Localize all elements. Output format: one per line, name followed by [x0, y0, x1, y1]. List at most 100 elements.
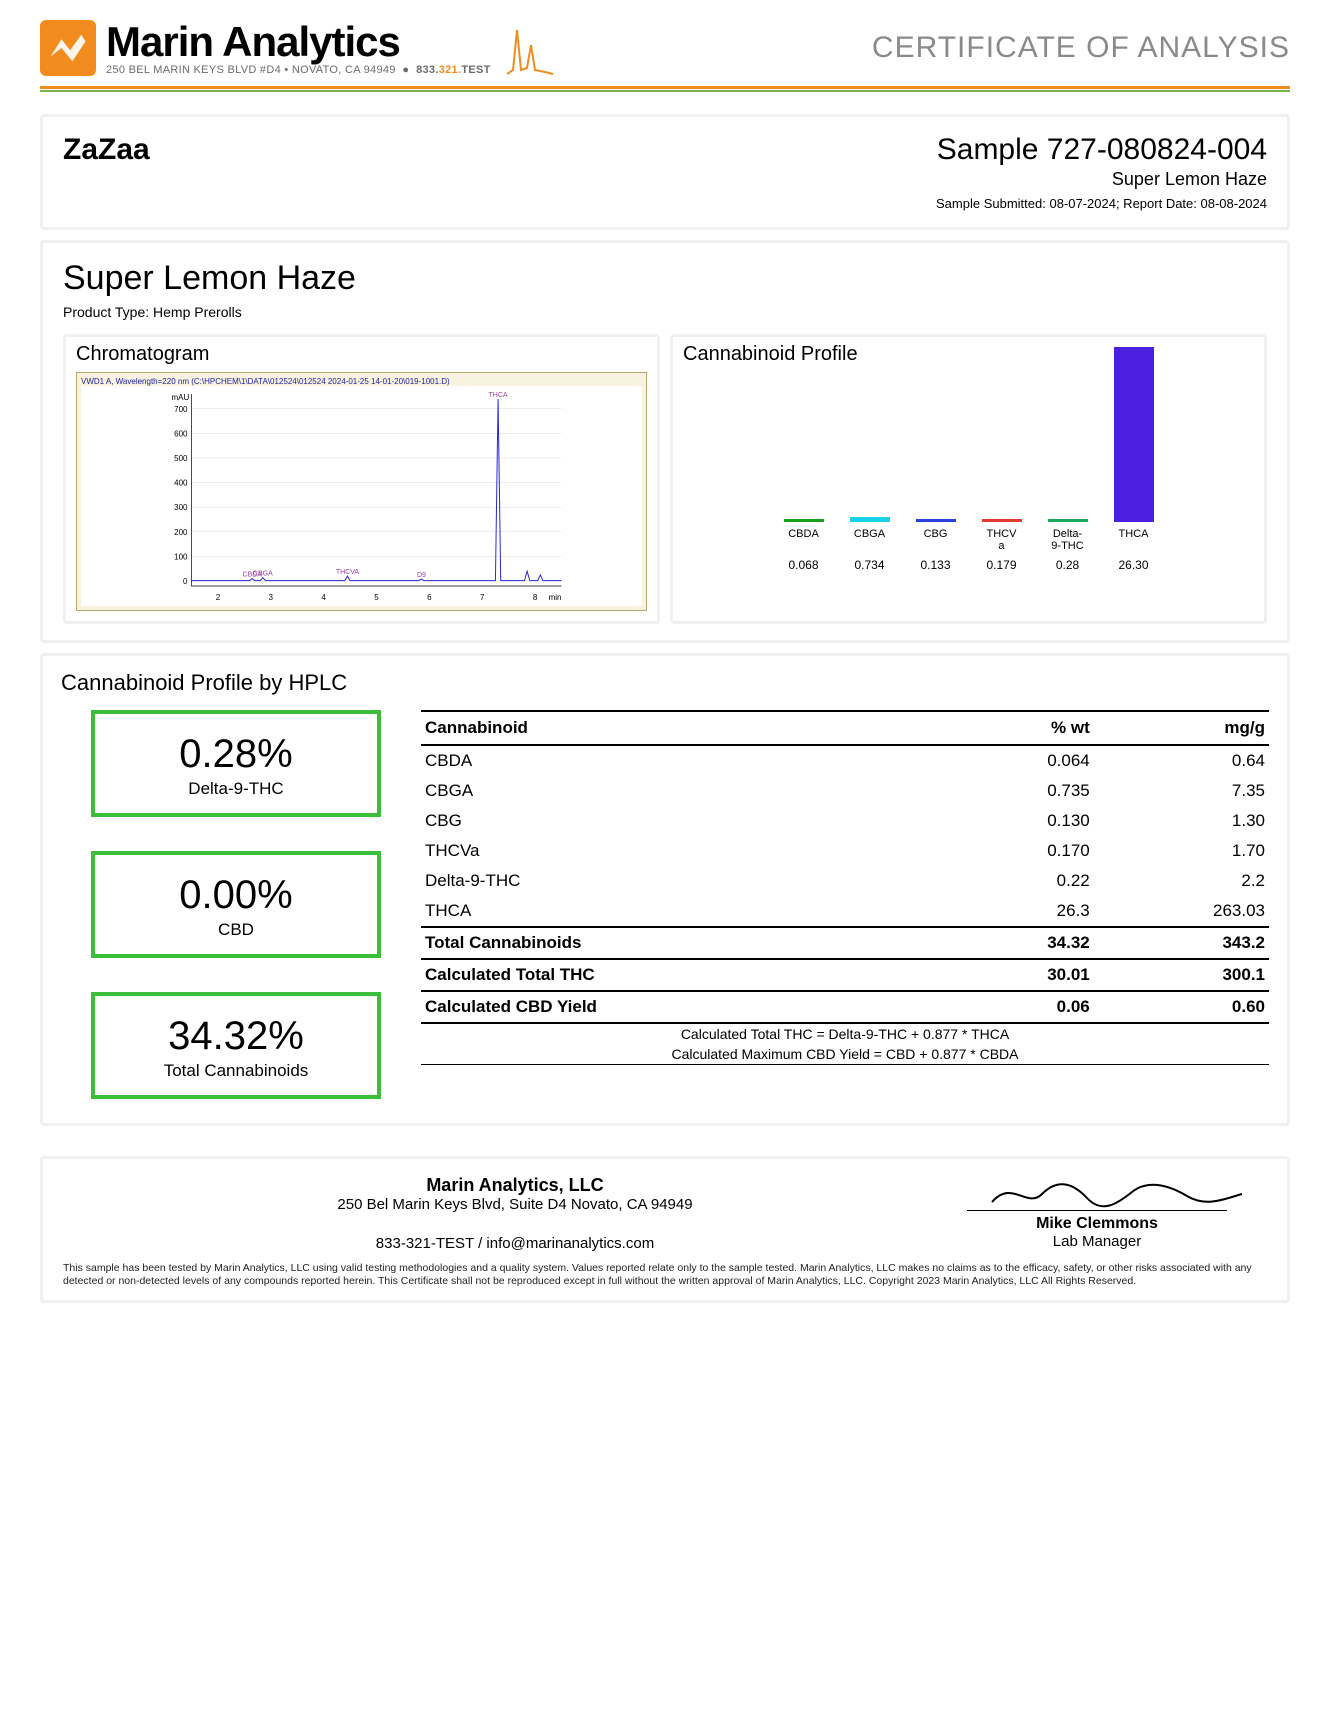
svg-text:500: 500: [174, 454, 188, 463]
bar-label: THCVa: [987, 528, 1017, 552]
product-panel: Super Lemon Haze Product Type: Hemp Prer…: [40, 240, 1290, 643]
signature-icon: [987, 1174, 1247, 1214]
table-row-calc: Calculated Total THC30.01300.1: [421, 959, 1269, 991]
bar-label: CBGA: [854, 528, 885, 552]
svg-text:600: 600: [174, 429, 188, 438]
bar-col: CBDA 0.068: [780, 519, 828, 572]
bar-value: 0.133: [920, 558, 950, 572]
cell-mgg: 343.2: [1094, 927, 1269, 959]
footer-company: Marin Analytics, LLC: [63, 1175, 967, 1196]
bar-value: 0.068: [788, 558, 818, 572]
bar: [1114, 347, 1154, 522]
highlight-label: CBD: [105, 920, 367, 940]
cell-name: Total Cannabinoids: [421, 927, 946, 959]
coa-title: CERTIFICATE OF ANALYSIS: [872, 31, 1290, 65]
header-rule-orange: [40, 86, 1290, 89]
svg-text:300: 300: [174, 503, 188, 512]
cell-name: Delta-9-THC: [421, 866, 946, 896]
product-title: Super Lemon Haze: [63, 259, 1267, 298]
bar-value: 0.28: [1056, 558, 1079, 572]
svg-text:D9: D9: [417, 572, 426, 579]
svg-text:4: 4: [321, 593, 326, 602]
svg-text:8: 8: [533, 593, 538, 602]
footer-panel: Marin Analytics, LLC 250 Bel Marin Keys …: [40, 1156, 1290, 1303]
table-row: Delta-9-THC0.222.2: [421, 866, 1269, 896]
table-row: CBDA0.0640.64: [421, 745, 1269, 776]
product-type: Product Type: Hemp Prerolls: [63, 304, 1267, 320]
highlight-box: 34.32%Total Cannabinoids: [91, 992, 381, 1099]
bar-col: THCA 26.30: [1110, 347, 1158, 572]
profile-bar-chart: CBDA0.068CBGA0.734CBG0.133THCVa0.179Delt…: [683, 372, 1254, 572]
cell-mgg: 263.03: [1094, 896, 1269, 927]
cell-pct: 0.06: [946, 991, 1093, 1023]
svg-text:THCVA: THCVA: [336, 569, 360, 576]
highlight-value: 0.28%: [105, 732, 367, 777]
svg-text:CBGA: CBGA: [253, 571, 273, 578]
bar: [916, 519, 956, 522]
bar: [1048, 519, 1088, 522]
client-name: ZaZaa: [63, 133, 150, 167]
bar-col: CBGA0.734: [846, 517, 894, 572]
chromatogram-icon: [505, 20, 555, 76]
signer-title: Lab Manager: [967, 1233, 1227, 1250]
highlight-box: 0.28%Delta-9-THC: [91, 710, 381, 817]
svg-text:THCA: THCA: [489, 392, 508, 399]
chromatogram-box: Chromatogram VWD1 A, Wavelength=220 nm (…: [63, 334, 660, 624]
footer-address: 250 Bel Marin Keys Blvd, Suite D4 Novato…: [63, 1196, 967, 1213]
svg-text:7: 7: [480, 593, 485, 602]
cell-name: Calculated Total THC: [421, 959, 946, 991]
highlight-value: 34.32%: [105, 1014, 367, 1059]
cell-pct: 26.3: [946, 896, 1093, 927]
bar: [982, 519, 1022, 522]
bar-col: Delta-9-THC 0.28: [1044, 519, 1092, 572]
bar: [850, 517, 890, 522]
chromatogram-caption: VWD1 A, Wavelength=220 nm (C:\HPCHEM\1\D…: [81, 377, 642, 386]
cell-pct: 0.130: [946, 806, 1093, 836]
table-row: THCA26.3263.03: [421, 896, 1269, 927]
cell-mgg: 1.70: [1094, 836, 1269, 866]
bar-label: THCA: [1119, 528, 1149, 552]
logo-block: Marin Analytics 250 BEL MARIN KEYS BLVD …: [40, 20, 555, 76]
signer-name: Mike Clemmons: [967, 1215, 1227, 1233]
bar-value: 26.30: [1118, 558, 1148, 572]
svg-text:mAU: mAU: [172, 393, 190, 402]
th-cannabinoid: Cannabinoid: [421, 711, 946, 745]
profile-chart-box: Cannabinoid Profile CBDA0.068CBGA0.734CB…: [670, 334, 1267, 624]
bar-label: CBDA: [788, 528, 819, 552]
svg-text:0: 0: [183, 577, 188, 586]
company-address-line: 250 BEL MARIN KEYS BLVD #D4 • NOVATO, CA…: [106, 65, 491, 76]
signature-line: [967, 1175, 1227, 1211]
bar-value: 0.179: [986, 558, 1016, 572]
hplc-panel: Cannabinoid Profile by HPLC 0.28%Delta-9…: [40, 653, 1290, 1126]
chromatogram-svg: 0100200300400500600700mAU2345678minCBDAC…: [81, 386, 642, 606]
company-name: Marin Analytics: [106, 21, 491, 63]
cell-mgg: 300.1: [1094, 959, 1269, 991]
bar-col: THCVa 0.179: [978, 519, 1026, 572]
disclaimer: This sample has been tested by Marin Ana…: [63, 1262, 1267, 1288]
svg-text:2: 2: [216, 593, 221, 602]
cell-pct: 34.32: [946, 927, 1093, 959]
profile-chart-title: Cannabinoid Profile: [683, 343, 1254, 366]
bar-label: Delta-9-THC: [1051, 528, 1083, 552]
sample-id: Sample 727-080824-004: [936, 133, 1267, 167]
sample-name: Super Lemon Haze: [936, 169, 1267, 190]
cell-pct: 0.735: [946, 776, 1093, 806]
svg-text:min: min: [549, 593, 562, 602]
svg-text:400: 400: [174, 479, 188, 488]
cell-name: CBDA: [421, 745, 946, 776]
cell-mgg: 1.30: [1094, 806, 1269, 836]
phone-suffix: TEST: [461, 64, 490, 76]
svg-text:5: 5: [374, 593, 379, 602]
cell-name: CBG: [421, 806, 946, 836]
svg-text:700: 700: [174, 405, 188, 414]
cell-name: Calculated CBD Yield: [421, 991, 946, 1023]
cell-name: THCA: [421, 896, 946, 927]
cell-pct: 0.170: [946, 836, 1093, 866]
highlight-boxes: 0.28%Delta-9-THC 0.00%CBD 34.32%Total Cann…: [61, 710, 381, 1099]
table-row: CBG0.1301.30: [421, 806, 1269, 836]
highlight-box: 0.00%CBD: [91, 851, 381, 958]
page-header: Marin Analytics 250 BEL MARIN KEYS BLVD …: [40, 20, 1290, 82]
svg-text:6: 6: [427, 593, 432, 602]
cell-mgg: 0.60: [1094, 991, 1269, 1023]
formula-1: Calculated Total THC = Delta-9-THC + 0.8…: [421, 1023, 1269, 1044]
